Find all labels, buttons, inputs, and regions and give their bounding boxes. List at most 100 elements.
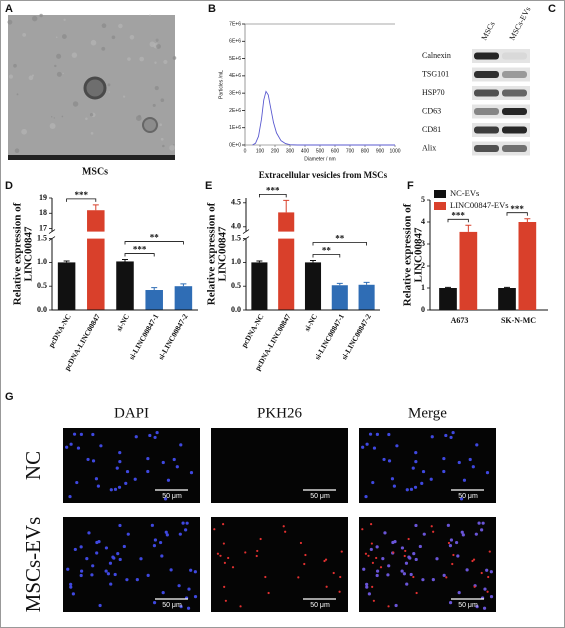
nucleus: [409, 487, 414, 491]
y-tick-label: 5E+6: [229, 56, 241, 62]
bar: [57, 262, 76, 310]
nucleus: [91, 564, 95, 568]
tem-speck: [61, 34, 67, 40]
pkh26-spot: [415, 591, 418, 595]
pkh26-spot: [372, 599, 375, 602]
significance-label: **: [150, 233, 160, 243]
nucleus: [66, 567, 70, 571]
error-bar: [363, 281, 370, 285]
nucleus: [96, 484, 100, 488]
blot-band: [502, 71, 527, 78]
pkh26-spot: [451, 562, 454, 566]
nucleus: [111, 555, 115, 559]
tem-speck: [172, 56, 177, 60]
x-tick-label: 700: [346, 148, 355, 154]
nucleus: [371, 480, 375, 485]
significance-label: **: [335, 234, 345, 244]
y-tick-label: 0.0: [37, 305, 47, 314]
tem-speck: [21, 128, 28, 135]
significance-bracket: [506, 212, 528, 216]
image-column-label: DAPI: [114, 405, 149, 421]
nucleus: [86, 457, 90, 462]
nucleus: [442, 573, 446, 577]
tem-speck: [159, 123, 162, 127]
tem-speck: [28, 75, 34, 81]
nucleus: [414, 523, 418, 528]
nucleus: [400, 569, 404, 573]
x-tick-label: SK-N-MC: [501, 316, 536, 325]
nucleus: [448, 544, 453, 548]
nucleus: [146, 456, 150, 461]
error-bar: [444, 286, 451, 288]
y-axis-label: Particles /mL: [218, 70, 224, 99]
y-tick-label: 18: [39, 208, 47, 217]
blot-band: [474, 71, 499, 78]
nucleus: [465, 568, 469, 572]
fluorescence-image: [211, 517, 348, 612]
axis-break-gap: [240, 231, 382, 239]
panel-label: B: [208, 3, 216, 15]
pkh26-spot: [338, 590, 341, 593]
panel-label: E: [205, 180, 212, 192]
tem-speck: [56, 53, 62, 59]
nucleus: [91, 432, 95, 437]
nucleus: [457, 460, 461, 465]
tem-speck: [156, 44, 161, 49]
nucleus: [383, 531, 387, 535]
bar: [87, 210, 105, 310]
nucleus: [449, 538, 454, 542]
pkh26-spot: [447, 541, 451, 545]
blot-band: [474, 89, 499, 97]
nucleus: [193, 570, 197, 574]
nucleus: [442, 456, 446, 461]
nucleus: [442, 469, 446, 474]
blot-band: [502, 89, 527, 97]
pkh26-spot: [379, 566, 383, 569]
tem-speck: [54, 64, 57, 68]
y-tick-label: 2E+6: [229, 108, 241, 114]
nucleus: [483, 587, 487, 591]
fluorescence-image: [211, 428, 348, 503]
nucleus: [459, 497, 464, 501]
x-tick-label: A673: [451, 316, 469, 325]
tem-speck: [129, 34, 135, 40]
tem-speck: [13, 63, 17, 68]
pkh26-spot: [297, 576, 300, 579]
bar: [358, 284, 375, 310]
pkh26-spot: [216, 552, 220, 555]
significance-label: ***: [266, 185, 280, 195]
nucleus: [480, 528, 484, 532]
y-tick-label: 0.5: [231, 281, 241, 290]
pkh26-spot: [332, 571, 335, 575]
y-tick-label: 4: [421, 217, 425, 226]
y-axis-label: LINC00847: [217, 226, 229, 282]
nucleus: [104, 569, 108, 573]
image-row-label: NC: [21, 451, 45, 480]
y-tick-label: 0E+0: [229, 142, 241, 148]
tem-speck: [107, 83, 111, 87]
y-axis-label: Relative expression of: [12, 202, 24, 305]
significance-bracket: [312, 242, 367, 246]
tem-speck: [152, 103, 156, 107]
nucleus: [153, 435, 157, 440]
nucleus: [412, 551, 416, 556]
nucleus: [159, 540, 163, 545]
pkh26-spot: [339, 575, 342, 579]
nucleus: [369, 547, 373, 552]
tem-speck: [51, 116, 53, 118]
pkh26-spot: [375, 556, 378, 560]
nucleus: [368, 432, 373, 436]
error-bar: [465, 224, 472, 232]
nucleus: [422, 532, 426, 536]
pkh26-spot: [231, 566, 235, 569]
blot-row-label: CD63: [422, 106, 441, 115]
tem-speck: [118, 23, 123, 29]
nucleus: [146, 573, 150, 577]
bar: [116, 261, 134, 310]
nucleus: [390, 477, 395, 481]
nucleus: [457, 591, 461, 595]
tem-speck: [169, 145, 175, 151]
nucleus: [365, 582, 369, 586]
pkh26-spot: [445, 576, 448, 579]
x-tick-label: 600: [331, 148, 340, 154]
